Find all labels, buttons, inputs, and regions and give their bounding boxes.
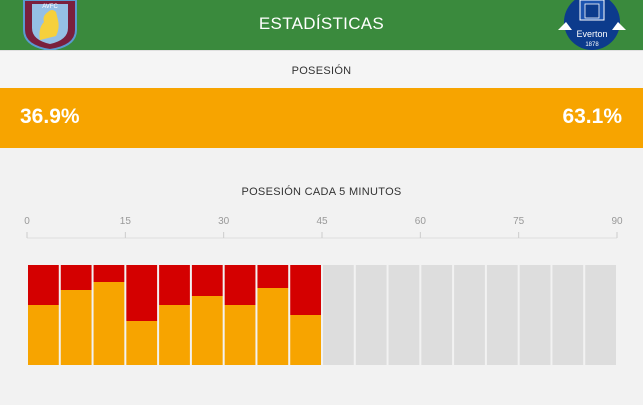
away-possession-bar [159,265,190,305]
home-possession-bar [290,315,321,365]
possession-chart-panel: POSESIÓN CADA 5 MINUTOS 0 15 30 45 60 75 90 [0,148,643,405]
x-tick-label: 90 [611,216,623,227]
possession-interval-chart: 0 15 30 45 60 75 90 [24,216,623,365]
away-possession-bar [93,265,125,282]
empty-interval-bar [421,265,453,365]
svg-text:Everton: Everton [576,29,607,39]
away-possession-bar [257,265,289,288]
home-possession-bar [191,296,223,365]
possession-bar: 36.9% 63.1% [0,88,643,148]
svg-text:AVFC: AVFC [42,4,58,10]
x-tick-label: 45 [316,216,328,227]
empty-interval-bar [355,265,387,365]
aston-villa-crest-icon: AVFC [23,0,77,50]
empty-interval-bar [585,265,616,365]
away-possession-bar [191,265,223,296]
stats-header: AVFC ESTADÍSTICAS Everton 1878 [0,0,643,50]
empty-interval-bar [552,265,584,365]
possession-header: POSESIÓN [0,50,643,88]
away-possession-bar [224,265,256,305]
away-possession-bar [60,265,92,290]
possession-label: POSESIÓN [291,65,352,77]
empty-interval-bar [323,265,354,365]
chart-title: POSESIÓN CADA 5 MINUTOS [241,186,402,198]
away-possession-value: 63.1% [562,105,622,128]
away-possession-bar [126,265,158,321]
svg-text:1878: 1878 [585,42,599,48]
home-possession-bar [126,321,158,365]
everton-crest-icon: Everton 1878 [558,0,626,50]
home-possession-value: 36.9% [20,105,80,128]
away-possession-bar [28,265,59,305]
x-tick-label: 60 [415,216,427,227]
x-tick-label: 15 [120,216,132,227]
empty-interval-bar [519,265,551,365]
x-tick-label: 30 [218,216,230,227]
x-tick-label: 0 [24,216,30,227]
x-tick-label: 75 [513,216,525,227]
home-possession-bar [224,305,256,365]
home-possession-bar [60,290,92,365]
page-title: ESTADÍSTICAS [258,14,385,33]
empty-interval-bar [388,265,420,365]
home-possession-bar [257,288,289,365]
home-possession-bar [28,305,59,365]
home-possession-bar [159,305,190,365]
empty-interval-bar [486,265,518,365]
home-possession-bar [93,282,125,365]
empty-interval-bar [454,265,485,365]
away-possession-bar [290,265,321,315]
